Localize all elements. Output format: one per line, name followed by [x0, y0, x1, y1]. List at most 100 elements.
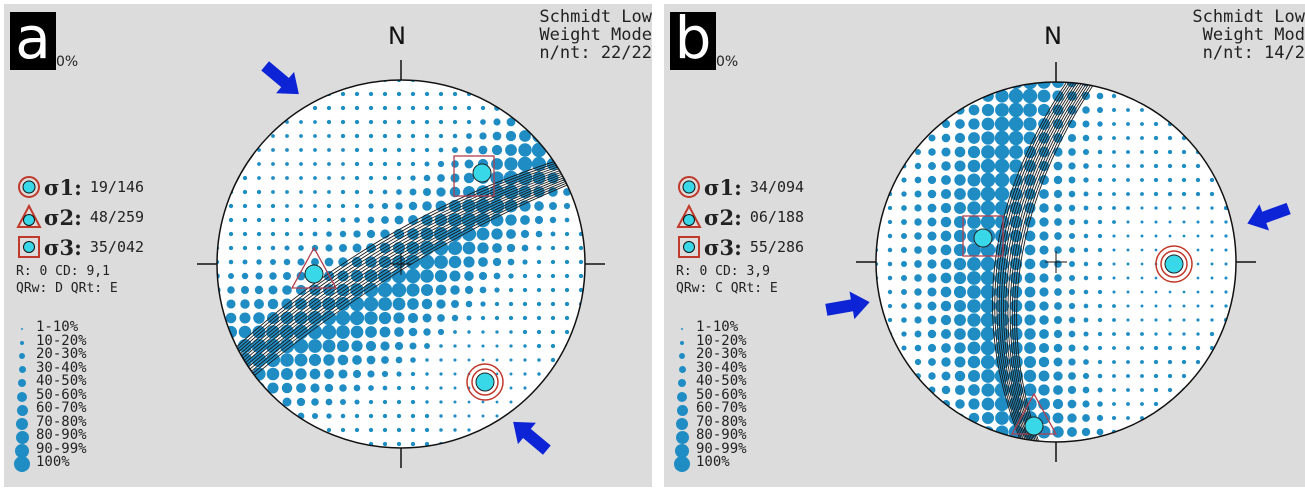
density-dot: [410, 161, 416, 167]
density-dot: [953, 229, 967, 243]
density-dot: [980, 298, 996, 314]
density-dot: [1126, 346, 1130, 350]
density-dot: [995, 103, 1009, 117]
density-dot: [296, 397, 306, 407]
density-dot: [927, 175, 937, 185]
density-dot: [1210, 220, 1214, 224]
density-dot: [479, 132, 487, 140]
density-dot: [1052, 398, 1064, 410]
density-dot: [980, 214, 996, 230]
density-dot: [1082, 372, 1090, 380]
density-dot: [954, 370, 966, 382]
density-dot: [578, 245, 584, 251]
density-dot: [392, 297, 406, 311]
legend-label: 100%: [36, 454, 70, 470]
density-dot: [366, 229, 376, 239]
density-dot: [354, 175, 360, 181]
density-dot: [954, 174, 966, 186]
density-dot: [1182, 220, 1186, 224]
density-dot: [299, 162, 303, 166]
density-dot: [337, 354, 349, 366]
density-dot: [308, 339, 322, 353]
density-dot: [366, 355, 376, 365]
density-dot: [967, 369, 981, 383]
density-dot: [1067, 413, 1077, 423]
density-dot: [313, 148, 317, 152]
density-dot: [887, 317, 893, 323]
density-dot: [1126, 262, 1130, 266]
density-dot: [901, 233, 907, 239]
legend-label: 70-80%: [36, 413, 87, 430]
density-dot: [405, 268, 421, 284]
density-dot: [437, 174, 445, 182]
density-dot: [312, 427, 318, 433]
density-dot: [914, 176, 922, 184]
sigma1-name: σ1:: [704, 174, 742, 200]
density-dot: [940, 272, 952, 284]
density-dot: [1210, 262, 1214, 266]
density-dot: [1154, 248, 1158, 252]
density-dot: [453, 358, 457, 362]
density-dot: [410, 147, 416, 153]
fault-plane-trace: [1007, 82, 1092, 442]
density-dot: [1097, 191, 1103, 197]
density-dot: [270, 203, 276, 209]
density-dot: [523, 344, 527, 348]
sigma2-value: 48/259: [89, 208, 145, 226]
density-dot: [940, 300, 952, 312]
density-dot: [450, 285, 460, 295]
density-dot: [1126, 178, 1130, 182]
density-dot: [1097, 401, 1103, 407]
density-dot: [968, 118, 980, 130]
density-dot: [1140, 122, 1144, 126]
stereonet-plot-b: [825, 62, 1291, 462]
density-dot: [341, 148, 345, 152]
density-dot: [410, 175, 416, 181]
density-dot: [1096, 414, 1104, 422]
density-dot: [901, 219, 907, 225]
density-dot: [1140, 276, 1144, 280]
density-dot: [914, 246, 922, 254]
density-dot: [522, 259, 528, 265]
density-dot: [1053, 175, 1063, 185]
north-label: N: [1044, 22, 1062, 50]
legend-label: 30-40%: [36, 359, 87, 376]
density-dot: [534, 215, 544, 225]
density-dot: [1209, 191, 1215, 197]
density-dot: [340, 119, 346, 125]
density-dot: [284, 217, 290, 223]
density-dot: [270, 259, 276, 265]
square-icon: [676, 234, 702, 260]
density-dot: [1038, 370, 1050, 382]
density-dot: [326, 231, 332, 237]
fault-traces: [992, 82, 1102, 442]
density-dot: [1112, 192, 1116, 196]
legend-dot: [18, 379, 26, 387]
density-dot: [321, 324, 337, 340]
density-dot: [452, 105, 458, 111]
density-dot: [322, 339, 336, 353]
density-dot: [251, 338, 267, 354]
density-dot: [1069, 247, 1075, 253]
density-dot: [313, 134, 317, 138]
density-dot: [1112, 360, 1116, 364]
density-dot: [490, 213, 504, 227]
legend-dot: [18, 366, 26, 373]
density-dot: [940, 230, 952, 242]
density-dot: [434, 213, 448, 227]
density-dot: [901, 317, 907, 323]
density-dot: [256, 231, 262, 237]
density-dot: [520, 215, 530, 225]
stress-axis-point: [973, 228, 993, 248]
density-dot: [257, 176, 261, 180]
density-dot: [995, 411, 1009, 425]
density-dot: [1196, 234, 1200, 238]
legend-dot: [21, 328, 23, 330]
density-dot: [467, 330, 471, 334]
density-dot: [354, 217, 360, 223]
legend-dot: [15, 443, 29, 458]
density-dot: [312, 217, 318, 223]
density-dot: [517, 170, 533, 186]
sigma1-marker: [471, 368, 499, 396]
density-dot: [340, 189, 346, 195]
